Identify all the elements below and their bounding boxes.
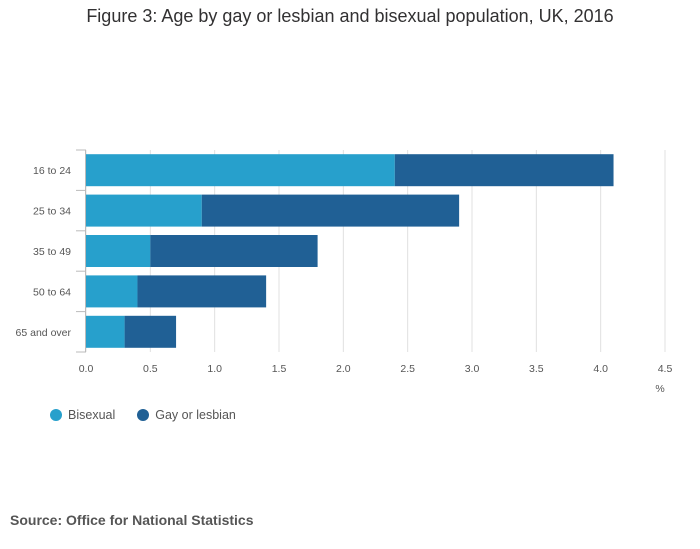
- chart-title: Figure 3: Age by gay or lesbian and bise…: [86, 6, 614, 26]
- x-tick-label: 4.0: [593, 363, 608, 375]
- x-tick-label: 0.0: [79, 363, 94, 375]
- x-tick-label: 2.5: [400, 363, 415, 375]
- bar-gay-or-lesbian: [124, 315, 177, 348]
- bar-bisexual: [86, 275, 138, 308]
- bar-gay-or-lesbian: [201, 194, 460, 227]
- legend: Bisexual Gay or lesbian: [50, 408, 236, 422]
- y-tick-label: 25 to 34: [33, 206, 71, 218]
- legend-item-gay-or-lesbian[interactable]: Gay or lesbian: [137, 408, 236, 422]
- source-note: Source: Office for National Statistics: [10, 512, 254, 528]
- bar-gay-or-lesbian: [150, 235, 318, 267]
- legend-swatch-bisexual: [50, 409, 62, 421]
- legend-swatch-gay-or-lesbian: [137, 409, 150, 421]
- x-tick-label: 2.0: [336, 363, 351, 375]
- x-tick-label: 0.5: [143, 363, 158, 375]
- bar-gay-or-lesbian: [137, 275, 267, 308]
- x-tick-label: 1.0: [207, 363, 222, 375]
- legend-label-gay-or-lesbian: Gay or lesbian: [155, 408, 236, 422]
- legend-label-bisexual: Bisexual: [68, 408, 116, 422]
- bar-bisexual: [86, 235, 151, 267]
- x-tick-label: 3.0: [465, 363, 480, 375]
- y-tick-label: 16 to 24: [33, 165, 71, 177]
- x-tick-label: 1.5: [272, 363, 287, 375]
- bar-bisexual: [86, 154, 395, 187]
- x-tick-label: 3.5: [529, 363, 544, 375]
- x-axis-label: %: [655, 383, 664, 395]
- x-tick-label: 4.5: [658, 363, 673, 375]
- y-tick-label: 35 to 49: [33, 246, 71, 258]
- legend-item-bisexual[interactable]: Bisexual: [50, 408, 115, 422]
- y-tick-label: 50 to 64: [33, 286, 71, 298]
- y-tick-label: 65 and over: [16, 327, 72, 339]
- bar-gay-or-lesbian: [394, 154, 614, 187]
- bar-bisexual: [86, 194, 202, 227]
- bar-bisexual: [86, 315, 125, 348]
